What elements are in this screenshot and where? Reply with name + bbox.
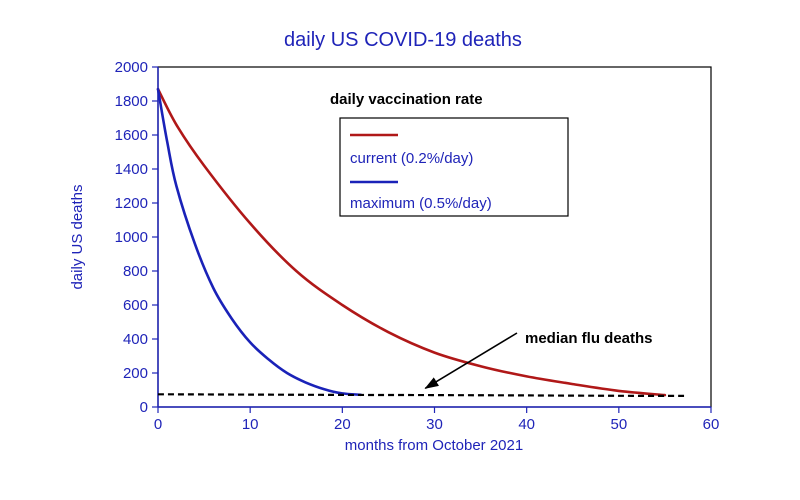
- series-line-current: [156, 87, 667, 397]
- y-tick-label: 1800: [115, 93, 148, 110]
- y-tick-label: 200: [123, 365, 148, 382]
- series-line-median-flu: [157, 393, 689, 397]
- x-axis-ticks: 0 10 20 30 40 50 60: [154, 407, 720, 433]
- series-line-maximum: [156, 87, 363, 397]
- y-tick-label: 1200: [115, 195, 148, 212]
- x-tick-label: 40: [518, 416, 535, 433]
- y-tick-label: 400: [123, 331, 148, 348]
- chart-title: daily US COVID-19 deaths: [284, 29, 522, 51]
- flu-annotation: median flu deaths: [424, 330, 653, 389]
- y-tick-label: 1600: [115, 127, 148, 144]
- legend-title: daily vaccination rate: [330, 91, 483, 108]
- x-tick-label: 0: [154, 416, 162, 433]
- annotation-arrow: [424, 332, 518, 389]
- y-axis-label: daily US deaths: [69, 184, 86, 289]
- legend-label-current: current (0.2%/day): [350, 150, 473, 167]
- legend-box: [339, 117, 569, 217]
- series-layer: [156, 87, 689, 397]
- y-tick-label: 2000: [115, 59, 148, 76]
- y-tick-label: 600: [123, 297, 148, 314]
- x-tick-label: 50: [610, 416, 627, 433]
- y-tick-label: 800: [123, 263, 148, 280]
- annotation-median-flu-deaths: median flu deaths: [525, 330, 653, 347]
- legend-label-maximum: maximum (0.5%/day): [350, 195, 492, 212]
- x-tick-label: 30: [426, 416, 443, 433]
- y-tick-label: 1400: [115, 161, 148, 178]
- x-axis-label: months from October 2021: [345, 437, 523, 454]
- y-tick-label: 0: [140, 399, 148, 416]
- x-tick-label: 10: [242, 416, 259, 433]
- x-tick-label: 20: [334, 416, 351, 433]
- y-axis-ticks: 0 200 400 600 800 1000 1200 1400 1600 1800 2000: [115, 59, 158, 416]
- legend: daily vaccination rate current (0.2%/day…: [330, 91, 569, 217]
- y-tick-label: 1000: [115, 229, 148, 246]
- x-tick-label: 60: [703, 416, 720, 433]
